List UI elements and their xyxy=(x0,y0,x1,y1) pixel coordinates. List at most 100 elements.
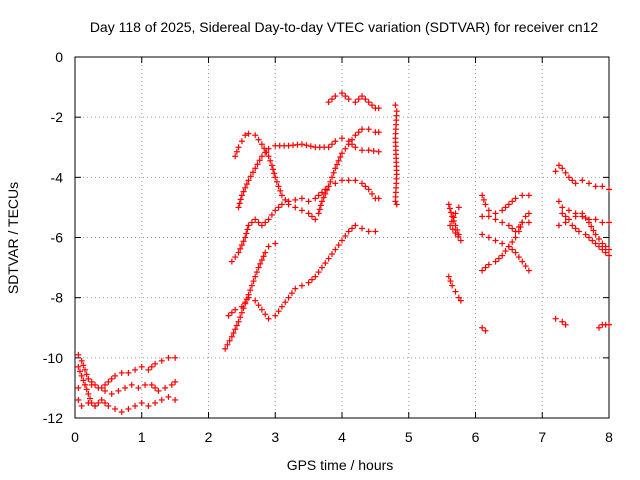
data-point xyxy=(102,387,109,394)
data-point xyxy=(392,102,399,109)
data-point xyxy=(562,321,569,328)
data-point xyxy=(509,225,516,232)
data-point xyxy=(152,384,159,391)
data-point xyxy=(569,222,576,229)
data-point xyxy=(602,249,609,256)
data-point xyxy=(242,300,249,307)
data-point xyxy=(228,258,235,265)
data-point xyxy=(555,162,562,169)
data-point xyxy=(592,183,599,190)
data-point xyxy=(135,384,142,391)
data-point xyxy=(572,213,579,220)
data-point xyxy=(278,192,285,199)
data-point xyxy=(375,105,382,112)
data-point xyxy=(454,226,461,233)
data-point xyxy=(247,287,254,294)
data-point xyxy=(172,354,179,361)
data-point xyxy=(78,357,85,364)
data-point xyxy=(285,294,292,301)
data-point xyxy=(258,306,265,313)
data-point xyxy=(452,210,459,217)
data-point xyxy=(446,205,453,212)
data-point xyxy=(298,141,305,148)
data-point xyxy=(272,207,279,214)
data-point xyxy=(312,216,319,223)
data-point xyxy=(236,200,243,207)
data-point xyxy=(352,144,359,151)
data-point xyxy=(455,233,462,240)
data-point xyxy=(128,381,135,388)
data-point xyxy=(228,333,235,340)
data-point xyxy=(333,161,340,168)
data-point xyxy=(260,253,267,260)
data-point xyxy=(243,296,250,303)
data-point xyxy=(325,255,332,262)
data-point xyxy=(359,126,366,133)
data-point xyxy=(253,269,260,276)
data-point xyxy=(255,264,262,271)
data-point xyxy=(250,169,256,176)
data-point xyxy=(245,222,252,229)
data-point xyxy=(85,375,92,382)
data-point xyxy=(352,132,359,139)
data-point xyxy=(579,177,586,184)
data-point xyxy=(365,126,372,133)
data-point xyxy=(335,157,342,164)
data-point xyxy=(599,219,606,226)
data-point xyxy=(479,324,486,331)
data-point xyxy=(449,226,456,233)
data-point xyxy=(262,219,269,226)
data-point xyxy=(332,138,339,145)
data-point xyxy=(245,291,252,298)
data-point xyxy=(447,222,454,229)
data-point xyxy=(258,257,265,264)
data-point xyxy=(448,209,455,216)
data-point xyxy=(505,243,512,250)
x-tick-label: 1 xyxy=(138,429,146,445)
data-point xyxy=(492,216,499,223)
data-point xyxy=(242,132,249,139)
data-point xyxy=(158,357,165,364)
data-point xyxy=(445,273,452,280)
y-tick-label: -6 xyxy=(51,230,64,246)
data-point xyxy=(265,153,272,160)
data-point xyxy=(457,237,464,244)
data-point xyxy=(268,162,275,169)
data-point xyxy=(512,195,519,202)
data-point xyxy=(278,303,285,310)
data-point xyxy=(362,96,369,103)
data-point xyxy=(606,252,612,259)
data-point xyxy=(75,363,82,370)
data-point xyxy=(519,192,526,199)
data-point xyxy=(479,267,486,274)
data-point xyxy=(485,261,492,268)
data-point xyxy=(525,210,532,217)
data-point xyxy=(308,276,315,283)
data-point xyxy=(559,165,566,172)
data-point xyxy=(372,228,379,235)
data-point xyxy=(278,201,285,208)
data-point xyxy=(606,186,612,193)
data-point xyxy=(552,315,559,322)
data-point xyxy=(449,282,456,289)
data-point xyxy=(337,154,344,161)
data-point xyxy=(255,136,262,143)
data-point xyxy=(585,219,592,226)
data-point xyxy=(335,242,342,249)
data-point xyxy=(370,148,377,155)
data-point xyxy=(525,192,532,199)
data-point xyxy=(592,231,599,238)
data-point xyxy=(298,207,305,214)
data-point xyxy=(112,372,119,379)
y-tick-label: 0 xyxy=(55,49,63,65)
data-point xyxy=(342,232,349,239)
y-tick-label: -8 xyxy=(51,290,64,306)
data-point xyxy=(320,194,327,201)
data-point xyxy=(355,129,362,136)
data-point xyxy=(485,207,492,214)
data-point xyxy=(277,187,284,194)
data-point xyxy=(298,195,305,202)
data-point xyxy=(448,218,455,225)
data-point xyxy=(345,138,352,145)
data-point xyxy=(282,299,289,306)
